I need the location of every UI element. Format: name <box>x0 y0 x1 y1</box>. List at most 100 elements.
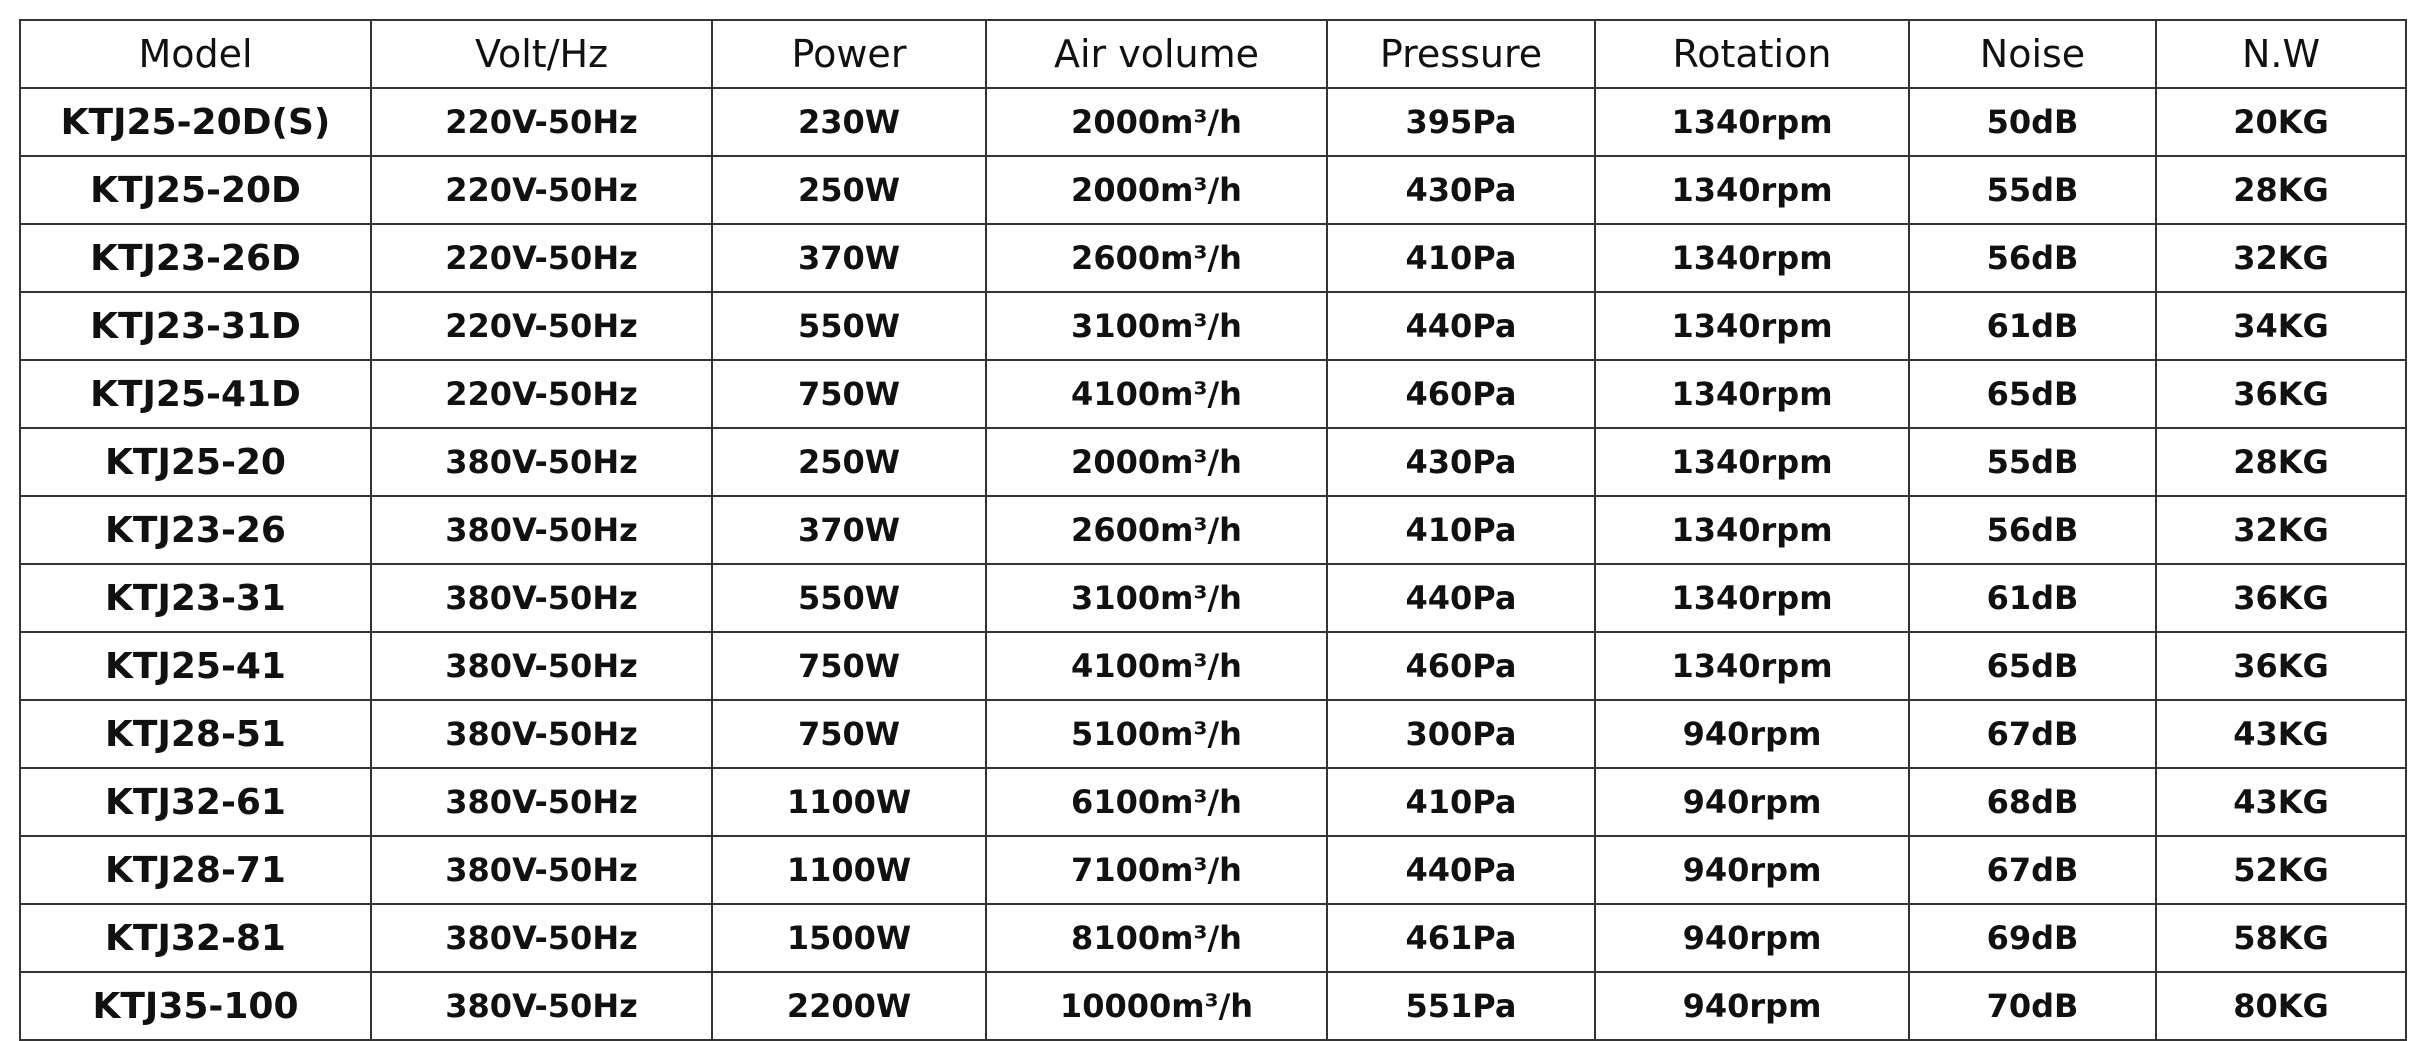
table-cell: 43KG <box>2155 699 2407 769</box>
column-header: Model <box>19 19 372 89</box>
table-cell: 1340rpm <box>1594 87 1910 157</box>
model-cell: KTJ23-31D <box>19 291 372 361</box>
table-cell: 440Pa <box>1326 291 1596 361</box>
table-cell: 61dB <box>1908 563 2157 633</box>
table-cell: 370W <box>711 223 987 293</box>
model-cell: KTJ23-26D <box>19 223 372 293</box>
table-cell: 460Pa <box>1326 359 1596 429</box>
table-row: KTJ25-20D 220V-50Hz 250W 2000m³/h 430Pa 1340r… <box>19 155 2407 225</box>
table-cell: 380V-50Hz <box>370 563 713 633</box>
table-row: KTJ25-20D(S) 220V-50Hz 230W 2000m³/h 395Pa 13… <box>19 87 2407 157</box>
table-cell: 8100m³/h <box>985 903 1328 973</box>
table-cell: 2600m³/h <box>985 223 1328 293</box>
table-cell: 380V-50Hz <box>370 699 713 769</box>
table-cell: 380V-50Hz <box>370 495 713 565</box>
table-cell: 6100m³/h <box>985 767 1328 837</box>
table-cell: 940rpm <box>1594 699 1910 769</box>
table-cell: 551Pa <box>1326 971 1596 1041</box>
table-cell: 750W <box>711 631 987 701</box>
model-cell: KTJ32-81 <box>19 903 372 973</box>
table-cell: 58KG <box>2155 903 2407 973</box>
table-cell: 1340rpm <box>1594 223 1910 293</box>
table-cell: 4100m³/h <box>985 631 1328 701</box>
table-cell: 380V-50Hz <box>370 903 713 973</box>
table-cell: 1500W <box>711 903 987 973</box>
table-cell: 1100W <box>711 835 987 905</box>
table-cell: 2000m³/h <box>985 87 1328 157</box>
table-cell: 55dB <box>1908 155 2157 225</box>
table-cell: 380V-50Hz <box>370 767 713 837</box>
table-cell: 2000m³/h <box>985 427 1328 497</box>
table-cell: 36KG <box>2155 563 2407 633</box>
table-row: KTJ28-71 380V-50Hz 1100W 7100m³/h 440Pa 940rp… <box>19 835 2407 905</box>
table-row: KTJ25-41D 220V-50Hz 750W 4100m³/h 460Pa 1340r… <box>19 359 2407 429</box>
table-cell: 380V-50Hz <box>370 631 713 701</box>
table-row: KTJ23-26D 220V-50Hz 370W 2600m³/h 410Pa 1340r… <box>19 223 2407 293</box>
table-cell: 940rpm <box>1594 835 1910 905</box>
table-cell: 1340rpm <box>1594 359 1910 429</box>
table-row: KTJ32-81 380V-50Hz 1500W 8100m³/h 461Pa 940rp… <box>19 903 2407 973</box>
table-cell: 10000m³/h <box>985 971 1328 1041</box>
table-cell: 940rpm <box>1594 767 1910 837</box>
column-header: Rotation <box>1594 19 1910 89</box>
table-cell: 2600m³/h <box>985 495 1328 565</box>
table-cell: 380V-50Hz <box>370 427 713 497</box>
column-header: Power <box>711 19 987 89</box>
table-cell: 1340rpm <box>1594 563 1910 633</box>
table-cell: 550W <box>711 563 987 633</box>
table-cell: 220V-50Hz <box>370 155 713 225</box>
table-cell: 940rpm <box>1594 903 1910 973</box>
table-cell: 1340rpm <box>1594 495 1910 565</box>
column-header: Air volume <box>985 19 1328 89</box>
table-cell: 55dB <box>1908 427 2157 497</box>
page: Model Volt/Hz Power Air volume Pressure Rotat… <box>19 19 2407 1041</box>
table-cell: 940rpm <box>1594 971 1910 1041</box>
table-cell: 3100m³/h <box>985 291 1328 361</box>
table-cell: 220V-50Hz <box>370 291 713 361</box>
spec-table: Model Volt/Hz Power Air volume Pressure Rotat… <box>19 19 2407 1041</box>
table-cell: 370W <box>711 495 987 565</box>
table-cell: 4100m³/h <box>985 359 1328 429</box>
model-cell: KTJ32-61 <box>19 767 372 837</box>
table-cell: 52KG <box>2155 835 2407 905</box>
table-cell: 1340rpm <box>1594 155 1910 225</box>
table-cell: 36KG <box>2155 359 2407 429</box>
table-cell: 440Pa <box>1326 563 1596 633</box>
table-row: KTJ23-26 380V-50Hz 370W 2600m³/h 410Pa 1340rp… <box>19 495 2407 565</box>
table-cell: 2000m³/h <box>985 155 1328 225</box>
table-cell: 220V-50Hz <box>370 87 713 157</box>
table-cell: 250W <box>711 427 987 497</box>
table-cell: 28KG <box>2155 427 2407 497</box>
table-row: KTJ23-31D 220V-50Hz 550W 3100m³/h 440Pa 1340r… <box>19 291 2407 361</box>
model-cell: KTJ25-41 <box>19 631 372 701</box>
table-cell: 50dB <box>1908 87 2157 157</box>
table-cell: 28KG <box>2155 155 2407 225</box>
table-cell: 65dB <box>1908 631 2157 701</box>
table-cell: 61dB <box>1908 291 2157 361</box>
model-cell: KTJ35-100 <box>19 971 372 1041</box>
table-cell: 430Pa <box>1326 155 1596 225</box>
table-cell: 410Pa <box>1326 767 1596 837</box>
table-cell: 3100m³/h <box>985 563 1328 633</box>
table-cell: 461Pa <box>1326 903 1596 973</box>
model-cell: KTJ23-26 <box>19 495 372 565</box>
model-cell: KTJ28-71 <box>19 835 372 905</box>
table-cell: 220V-50Hz <box>370 223 713 293</box>
model-cell: KTJ23-31 <box>19 563 372 633</box>
table-cell: 80KG <box>2155 971 2407 1041</box>
table-cell: 32KG <box>2155 223 2407 293</box>
table-cell: 430Pa <box>1326 427 1596 497</box>
table-cell: 410Pa <box>1326 495 1596 565</box>
table-cell: 65dB <box>1908 359 2157 429</box>
column-header: Noise <box>1908 19 2157 89</box>
table-cell: 380V-50Hz <box>370 835 713 905</box>
table-cell: 1100W <box>711 767 987 837</box>
table-row: KTJ35-100 380V-50Hz 2200W 10000m³/h 551Pa 940… <box>19 971 2407 1041</box>
table-row: KTJ32-61 380V-50Hz 1100W 6100m³/h 410Pa 940rp… <box>19 767 2407 837</box>
column-header: N.W <box>2155 19 2407 89</box>
model-cell: KTJ25-20 <box>19 427 372 497</box>
table-row: KTJ28-51 380V-50Hz 750W 5100m³/h 300Pa 940rpm… <box>19 699 2407 769</box>
model-cell: KTJ28-51 <box>19 699 372 769</box>
table-cell: 67dB <box>1908 835 2157 905</box>
table-cell: 70dB <box>1908 971 2157 1041</box>
